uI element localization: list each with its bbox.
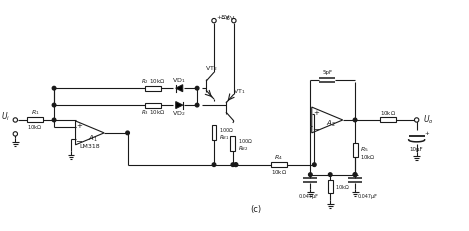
Text: (c): (c) bbox=[250, 205, 261, 214]
Text: 10k$\Omega$: 10k$\Omega$ bbox=[335, 182, 350, 191]
Circle shape bbox=[415, 118, 419, 122]
Circle shape bbox=[312, 163, 316, 167]
Text: $R_1$: $R_1$ bbox=[31, 109, 39, 118]
Bar bbox=[353, 143, 357, 157]
Text: +: + bbox=[424, 131, 429, 136]
Text: 10k$\Omega$: 10k$\Omega$ bbox=[380, 109, 396, 117]
Circle shape bbox=[234, 163, 238, 167]
Text: +: + bbox=[313, 109, 318, 116]
Text: VT$_2$: VT$_2$ bbox=[205, 64, 217, 73]
Circle shape bbox=[52, 86, 56, 90]
Text: $R_{B1}$: $R_{B1}$ bbox=[219, 133, 229, 142]
Circle shape bbox=[212, 18, 216, 23]
Text: $R_{B2}$: $R_{B2}$ bbox=[238, 144, 249, 153]
Text: 100$\Omega$: 100$\Omega$ bbox=[238, 137, 253, 145]
Text: 0.047μF: 0.047μF bbox=[358, 194, 378, 199]
Text: 100$\Omega$: 100$\Omega$ bbox=[219, 126, 234, 134]
Circle shape bbox=[13, 118, 17, 122]
Text: $-$: $-$ bbox=[76, 135, 83, 144]
Text: $R_5$: $R_5$ bbox=[360, 145, 369, 154]
Circle shape bbox=[231, 163, 234, 167]
Bar bbox=[145, 86, 161, 91]
Circle shape bbox=[212, 163, 216, 167]
Circle shape bbox=[309, 173, 312, 176]
Text: $-$8V: $-$8V bbox=[220, 14, 235, 22]
Circle shape bbox=[13, 132, 17, 136]
Circle shape bbox=[52, 103, 56, 107]
Text: $U_i$: $U_i$ bbox=[1, 111, 10, 123]
Text: 0.047μF: 0.047μF bbox=[298, 194, 318, 199]
Bar bbox=[212, 125, 217, 140]
Circle shape bbox=[232, 18, 236, 23]
Circle shape bbox=[234, 163, 238, 167]
Text: $R_3$ 10k$\Omega$: $R_3$ 10k$\Omega$ bbox=[141, 109, 166, 118]
Text: VD$_1$: VD$_1$ bbox=[173, 76, 186, 85]
Circle shape bbox=[353, 173, 357, 176]
Text: $A_2$: $A_2$ bbox=[326, 119, 336, 129]
Text: $R_4$: $R_4$ bbox=[274, 153, 283, 162]
Text: 5pF: 5pF bbox=[322, 70, 333, 75]
Bar bbox=[271, 162, 287, 167]
Text: 10k$\Omega$: 10k$\Omega$ bbox=[271, 168, 287, 176]
Bar bbox=[328, 179, 333, 194]
Polygon shape bbox=[176, 85, 183, 92]
Text: 10k$\Omega$: 10k$\Omega$ bbox=[27, 123, 43, 131]
Text: VD$_2$: VD$_2$ bbox=[173, 109, 186, 119]
Circle shape bbox=[195, 103, 199, 107]
Circle shape bbox=[52, 118, 56, 122]
Circle shape bbox=[353, 173, 357, 176]
Text: VT$_1$: VT$_1$ bbox=[233, 87, 245, 96]
Polygon shape bbox=[176, 102, 183, 109]
Circle shape bbox=[353, 118, 357, 122]
Circle shape bbox=[328, 173, 332, 176]
Text: $-$: $-$ bbox=[312, 123, 320, 132]
Bar bbox=[145, 103, 161, 108]
Circle shape bbox=[195, 86, 199, 90]
Text: +8V: +8V bbox=[216, 15, 229, 20]
Text: $U_o$: $U_o$ bbox=[423, 114, 433, 126]
Text: 10k$\Omega$: 10k$\Omega$ bbox=[360, 153, 376, 161]
Bar bbox=[27, 118, 43, 122]
Text: 10μF: 10μF bbox=[410, 147, 424, 152]
Circle shape bbox=[126, 131, 129, 135]
Text: +: + bbox=[76, 123, 83, 129]
Text: $A_1$: $A_1$ bbox=[88, 134, 98, 144]
Text: LM318: LM318 bbox=[80, 144, 100, 149]
Bar bbox=[230, 136, 235, 151]
Bar bbox=[380, 118, 396, 122]
Text: $R_2$ 10k$\Omega$: $R_2$ 10k$\Omega$ bbox=[141, 77, 166, 86]
